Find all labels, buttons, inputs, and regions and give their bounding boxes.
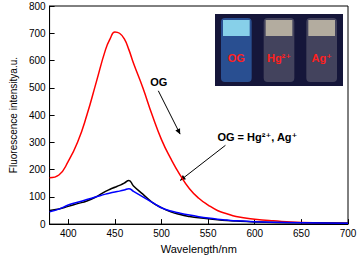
svg-text:800: 800: [29, 1, 46, 12]
svg-text:450: 450: [107, 228, 124, 239]
svg-text:700: 700: [340, 228, 357, 239]
svg-text:0: 0: [40, 219, 46, 230]
svg-text:700: 700: [29, 28, 46, 39]
svg-text:400: 400: [29, 110, 46, 121]
svg-text:600: 600: [29, 55, 46, 66]
svg-text:600: 600: [246, 228, 263, 239]
svg-text:400: 400: [60, 228, 77, 239]
svg-text:Fluorescence intensitya.u.: Fluorescence intensitya.u.: [8, 57, 19, 173]
svg-text:Wavelength/nm: Wavelength/nm: [161, 243, 237, 255]
svg-text:550: 550: [200, 228, 217, 239]
svg-text:Ag⁺: Ag⁺: [311, 52, 332, 64]
svg-text:500: 500: [29, 82, 46, 93]
svg-text:OG: OG: [228, 52, 245, 64]
svg-text:200: 200: [29, 164, 46, 175]
svg-text:OG = Hg²⁺, Ag⁺: OG = Hg²⁺, Ag⁺: [217, 131, 297, 143]
svg-text:500: 500: [153, 228, 170, 239]
svg-text:Hg²⁺: Hg²⁺: [267, 52, 291, 64]
svg-text:650: 650: [293, 228, 310, 239]
svg-text:100: 100: [29, 191, 46, 202]
svg-text:300: 300: [29, 137, 46, 148]
svg-text:OG: OG: [150, 76, 167, 88]
